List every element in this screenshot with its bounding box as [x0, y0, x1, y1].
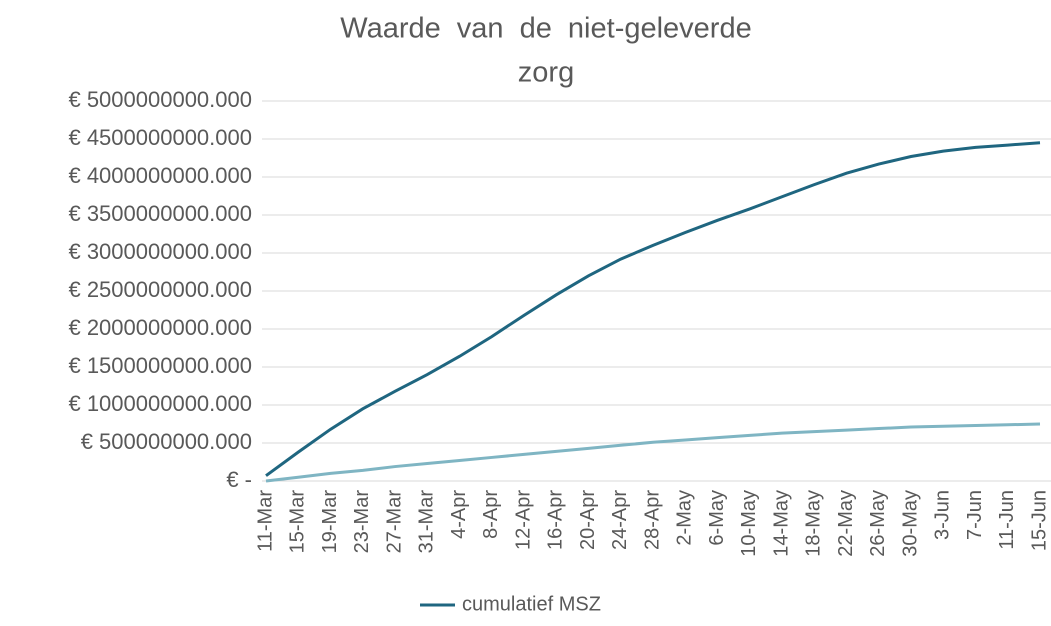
- chart-title: zorg: [518, 57, 574, 89]
- x-tick-label: 19-Mar: [319, 490, 341, 554]
- x-tick-label: 10-May: [738, 490, 760, 557]
- y-tick-label: € 5000000000.000: [68, 87, 252, 112]
- x-tick-label: 31-Mar: [416, 490, 438, 554]
- y-tick-label: € 4000000000.000: [68, 163, 252, 188]
- y-tick-label: € 3000000000.000: [68, 239, 252, 264]
- legend-label: cumulatief MSZ: [462, 593, 601, 615]
- x-tick-label: 2-May: [674, 490, 696, 546]
- x-tick-label: 15-Jun: [1028, 490, 1050, 551]
- y-tick-label: € 500000000.000: [81, 429, 252, 454]
- y-tick-label: € 2000000000.000: [68, 315, 252, 340]
- x-tick-label: 24-Apr: [609, 490, 631, 550]
- x-tick-label: 12-Apr: [512, 490, 534, 550]
- x-tick-label: 18-May: [803, 490, 825, 557]
- chart-title: Waarde van de niet-geleverde: [340, 13, 751, 45]
- x-tick-label: 27-Mar: [383, 490, 405, 554]
- x-tick-label: 20-Apr: [577, 490, 599, 550]
- x-tick-label: 6-May: [706, 490, 728, 546]
- y-tick-label: € 3500000000.000: [68, 201, 252, 226]
- line-series: [265, 422, 1041, 483]
- y-tick-label: € 1500000000.000: [68, 353, 252, 378]
- y-tick-label: € 2500000000.000: [68, 277, 252, 302]
- y-tick-label: € -: [226, 467, 252, 492]
- x-tick-label: 8-Apr: [480, 490, 502, 539]
- x-tick-label: 23-Mar: [351, 490, 373, 554]
- x-tick-label: 3-Jun: [932, 490, 954, 540]
- x-tick-label: 7-Jun: [964, 490, 986, 540]
- x-tick-label: 11-Mar: [254, 490, 276, 552]
- y-tick-label: € 1000000000.000: [68, 391, 252, 416]
- x-tick-label: 15-Mar: [287, 490, 309, 554]
- x-tick-label: 30-May: [899, 490, 921, 557]
- x-tick-label: 14-May: [770, 490, 792, 557]
- x-tick-label: 11-Jun: [996, 490, 1018, 550]
- x-tick-label: 26-May: [867, 490, 889, 557]
- x-tick-label: 28-Apr: [641, 490, 663, 550]
- x-tick-label: 4-Apr: [448, 490, 470, 539]
- x-tick-label: 22-May: [835, 490, 857, 557]
- line-series: [265, 141, 1041, 477]
- y-tick-label: € 4500000000.000: [68, 125, 252, 150]
- x-tick-label: 16-Apr: [545, 490, 567, 550]
